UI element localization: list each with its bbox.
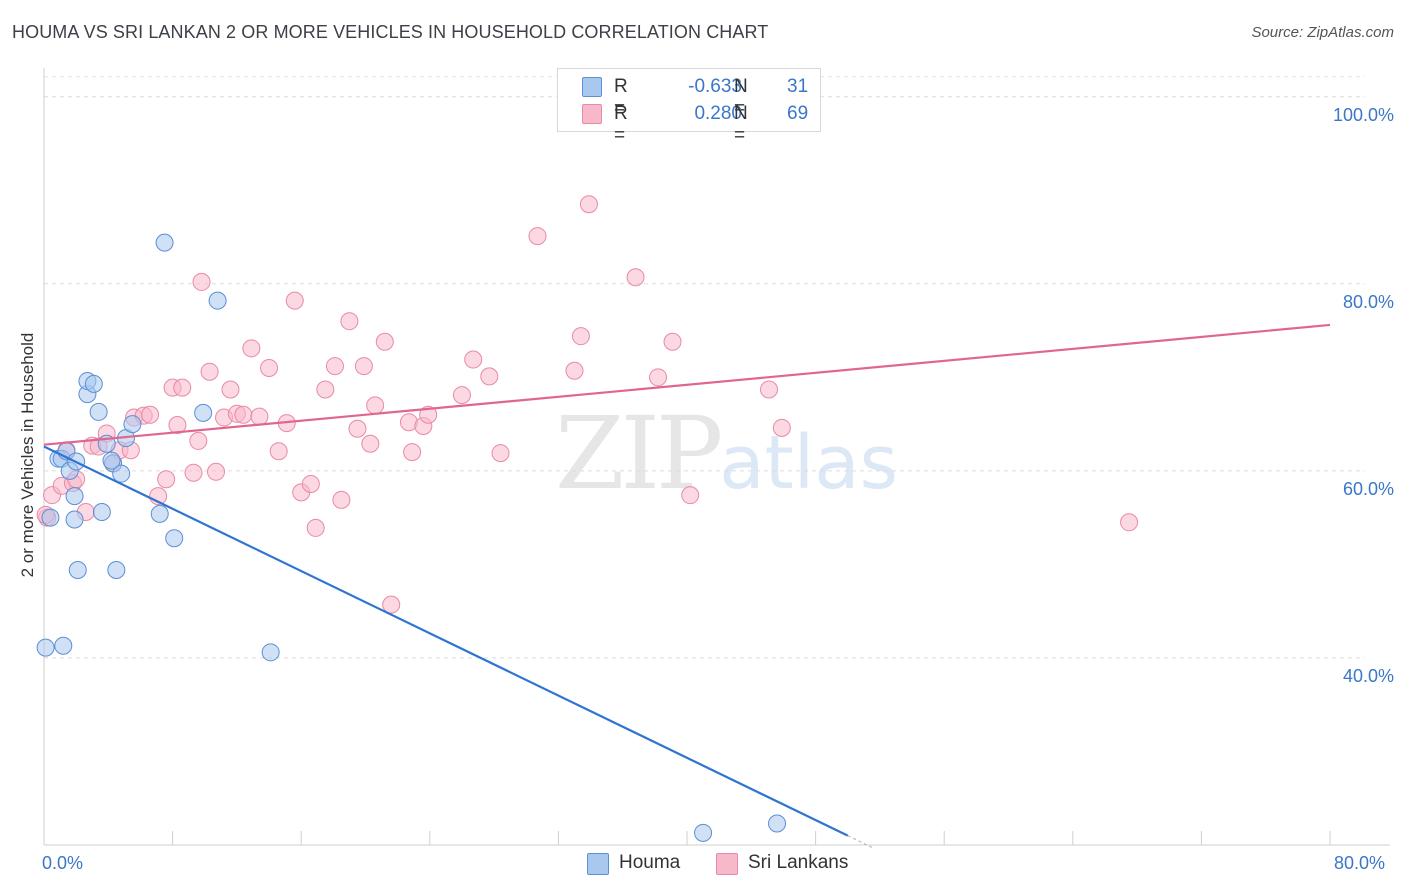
sri-lankans-point [382,595,401,614]
houma-trend-line [43,445,849,837]
houma-point [54,636,73,655]
trend-lines [43,323,1331,848]
houma-points [36,233,787,842]
houma-point [65,487,84,506]
sri-lankans-point [332,490,351,509]
houma-point [694,823,713,842]
sri-lankans-point [173,378,192,397]
sri-lankans-point [184,463,203,482]
sri-lankans-point [269,442,288,461]
sri-lankans-point [306,518,325,537]
y-axis-label: 2 or more Vehicles in Household [18,332,37,578]
r-value: -0.633 [688,76,742,97]
sri-lankans-trend-line [43,323,1331,446]
houma-point [102,451,121,470]
sri-lankans-point [571,327,590,346]
houma-legend-swatch [587,853,609,875]
n-label: N = [734,103,748,146]
sri-lankans-point [480,367,499,386]
sri-lankans-point [366,396,385,415]
sri-lankans-point [626,268,645,287]
houma-point [65,510,84,529]
r-value: 0.280 [694,103,742,124]
sri-lankans-point [260,358,279,377]
watermark-atlas: atlas [719,420,899,506]
sri-lankans-point [1120,513,1139,532]
chart-title: HOUMA VS SRI LANKAN 2 OR MORE VEHICLES I… [12,22,769,42]
sri-lankans-point [189,431,208,450]
n-value: 31 [787,76,809,97]
r-label: R = [614,76,628,119]
sri-lankans-legend-label: Sri Lankans [748,852,849,873]
houma-point [123,415,142,434]
sri-lankans-point [340,312,359,331]
sri-lankans-point [649,368,668,387]
houma-swatch [582,77,602,97]
houma-point [84,374,103,393]
sri-lankans-point [192,272,211,291]
sri-lankans-point [316,380,335,399]
y-tick-label-100: 100.0% [1332,104,1394,125]
y-tick-label-80: 80.0% [1342,291,1394,312]
sri-lankans-point [285,291,304,310]
sri-lankans-point [464,350,483,369]
sri-lankans-point [325,357,344,376]
sri-lankans-point [565,361,584,380]
houma-point [107,561,126,580]
y-tick-label-40: 40.0% [1342,665,1394,686]
houma-point [165,529,184,548]
sri-lankans-legend-swatch [716,853,738,875]
sri-lankans-point [354,357,373,376]
sri-lankans-point [759,380,778,399]
houma-point [155,233,174,252]
houma-point [36,638,55,657]
source-credit: Source: ZipAtlas.com [1251,24,1394,41]
sri-lankans-point [221,380,240,399]
y-tick-label-60: 60.0% [1342,478,1394,499]
sri-lankans-point [663,332,682,351]
sri-lankans-point [419,405,438,424]
houma-trend-extension [847,835,873,848]
sri-lankans-point [157,470,176,489]
sri-lankans-point [375,332,394,351]
houma-point [92,503,111,522]
sri-lankans-point [242,339,261,358]
houma-point [208,291,227,310]
sri-lankans-point [250,407,269,426]
sri-lankans-point [348,419,367,438]
houma-point [112,464,131,483]
sri-lankans-point [200,362,219,381]
sri-lankans-point [772,418,791,437]
x-tick-label-min: 0.0% [42,853,84,873]
sri-lankans-point [168,416,187,435]
sri-lankans-point [403,443,422,462]
sri-lankans-point [301,474,320,493]
sri-lankans-point [234,405,253,424]
houma-point [68,561,87,580]
n-label: N = [734,76,748,119]
houma-point [194,403,213,422]
sri-lankans-point [452,386,471,405]
r-label: R = [614,103,628,146]
sri-lankans-swatch [582,104,602,124]
sri-lankans-point [579,195,598,214]
houma-point [150,504,169,523]
correlation-legend: R = -0.633 N = 31 R = 0.280 N = 69 [557,68,821,146]
sri-lankans-point [681,486,700,505]
grid-lines [44,76,1365,659]
sri-lankans-point [141,405,160,424]
x-tick-label-max: 80.0% [1334,853,1386,873]
axes [43,68,1390,846]
sri-lankans-point [361,434,380,453]
houma-point [768,814,787,833]
houma-legend-label: Houma [619,852,681,873]
houma-point [41,508,60,527]
sri-lankans-point [491,444,510,463]
sri-lankans-point [528,227,547,246]
sri-lankans-point [207,462,226,481]
houma-point [261,643,280,662]
houma-point [89,402,108,421]
n-value: 69 [787,103,809,124]
